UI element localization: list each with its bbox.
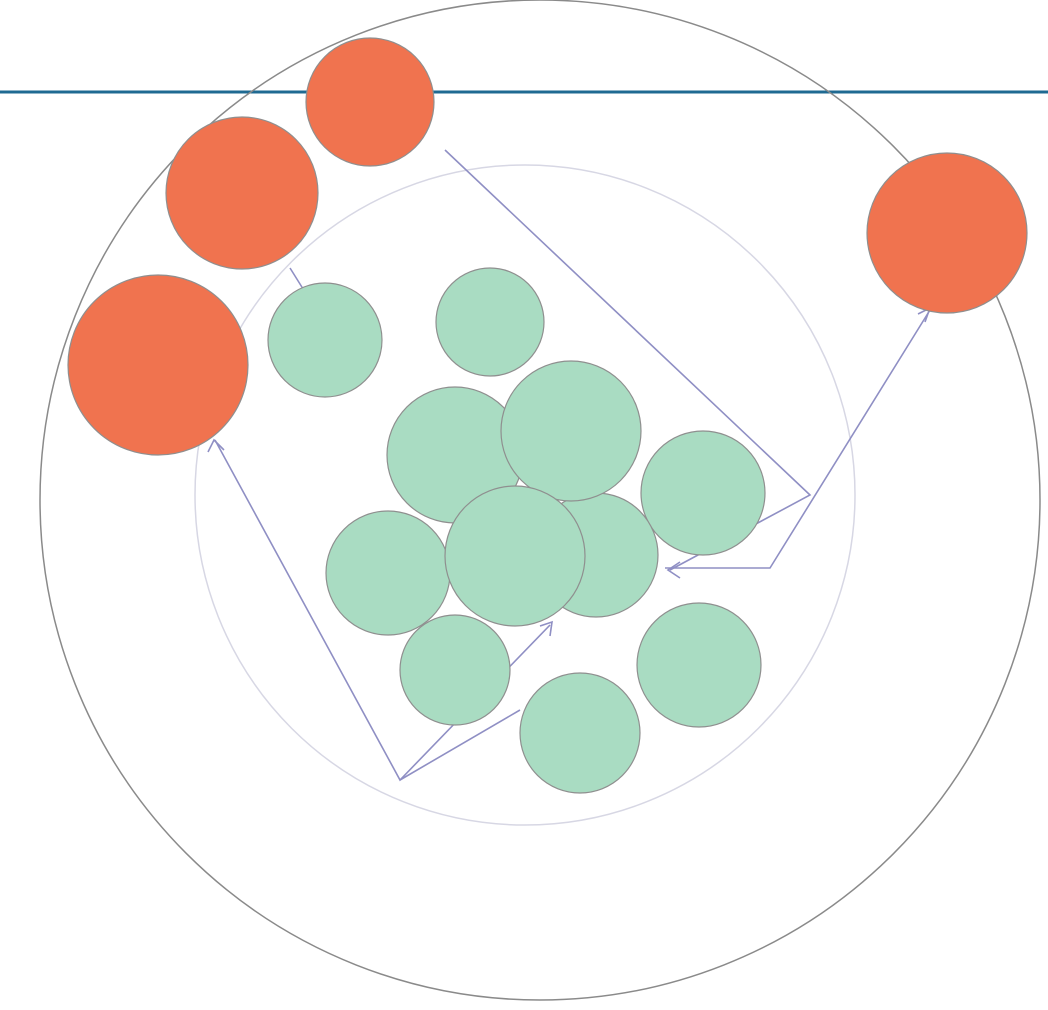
inner-node-8 [444, 485, 586, 627]
connector-4 [399, 709, 521, 781]
inner-nodes [267, 267, 766, 794]
inner-node-5 [325, 510, 451, 636]
inner-ring [194, 164, 856, 826]
inner-node-7 [500, 360, 642, 502]
inner-node-11 [636, 602, 762, 728]
outer-nodes [67, 37, 1028, 456]
inner-node-2 [435, 267, 545, 377]
inner-node-10 [519, 672, 641, 794]
connector-2 [665, 309, 931, 569]
inner-node-1 [267, 282, 383, 398]
arrow-head-3 [207, 438, 225, 453]
inner-node-4 [640, 430, 766, 556]
outer-node-4 [866, 152, 1028, 314]
arrow-head-4 [539, 620, 553, 637]
outer-node-2 [165, 116, 319, 270]
outer-ring [39, 0, 1041, 1001]
outer-node-3 [67, 274, 249, 456]
outer-node-1 [305, 37, 435, 167]
arrow-head-1 [666, 561, 681, 579]
inner-node-9 [399, 614, 511, 726]
